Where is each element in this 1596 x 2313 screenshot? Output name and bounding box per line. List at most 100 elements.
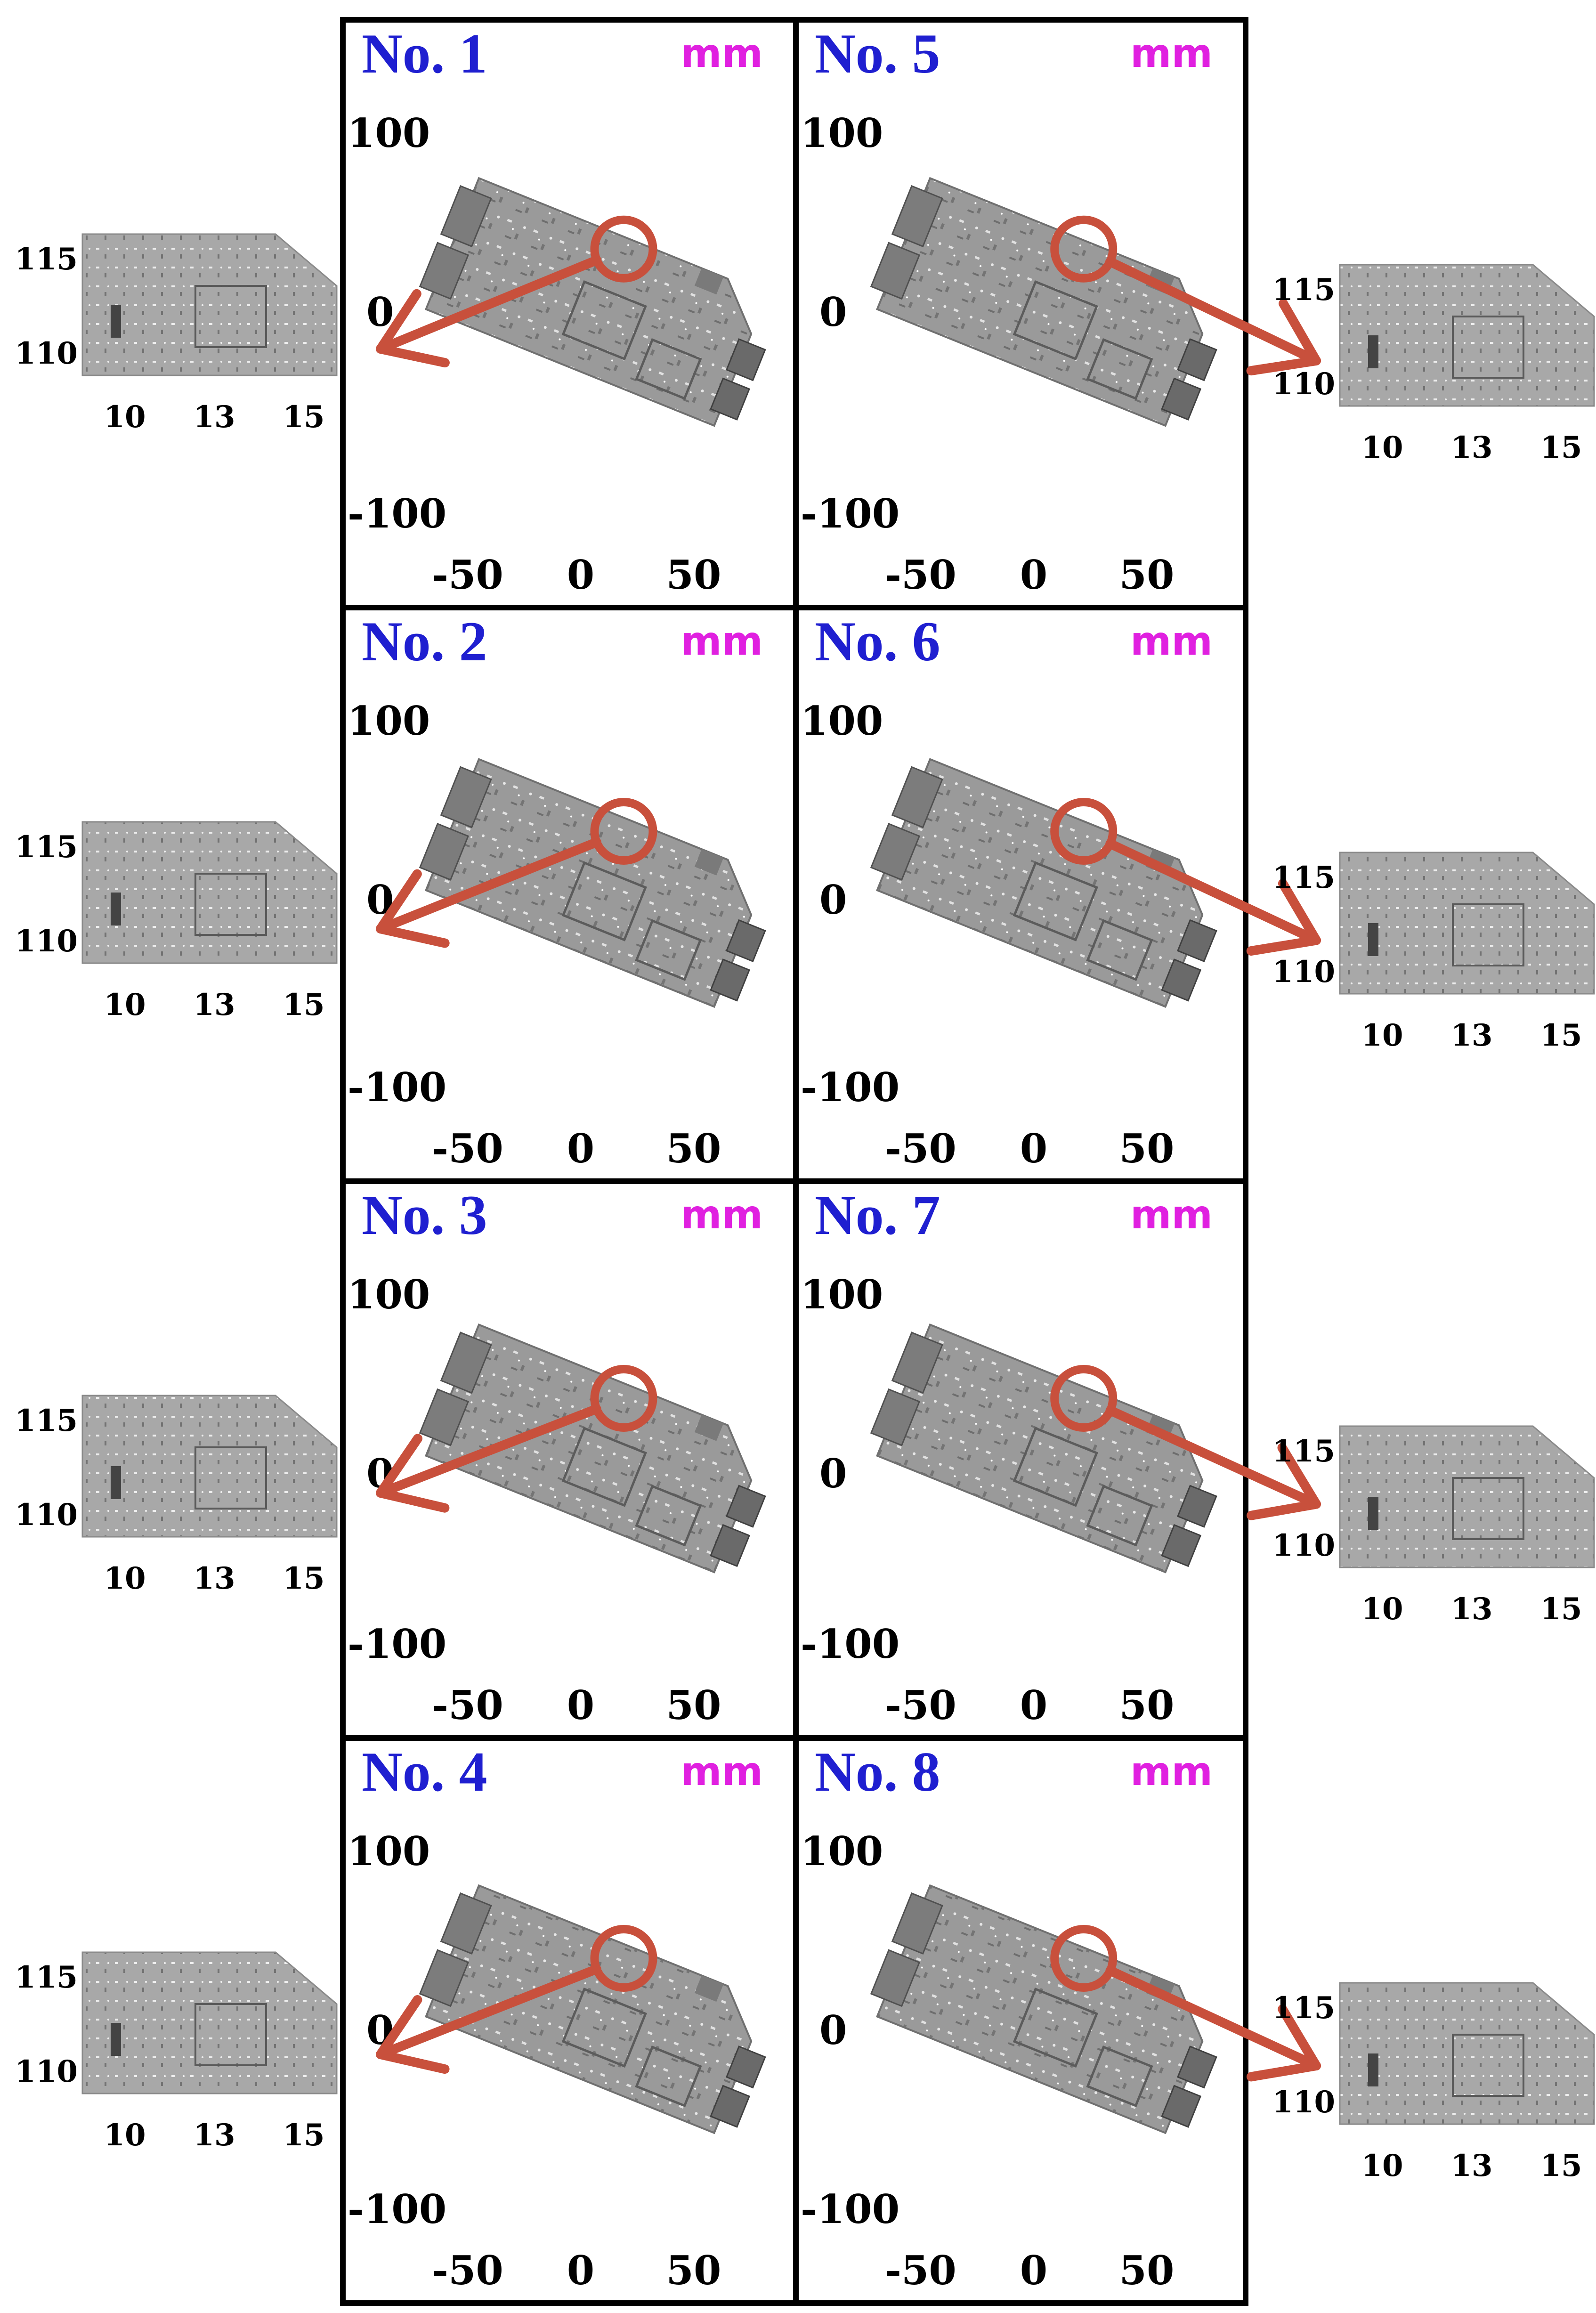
y-tick-label: 100 (801, 110, 883, 156)
y-tick-label: -100 (801, 1064, 899, 1111)
connector (1161, 1524, 1202, 1567)
x-tick-label: -50 (885, 552, 956, 598)
inset-x-tick-label: 10 (104, 399, 146, 435)
inset-y-tick-label: 115 (15, 829, 78, 865)
pcb-board (419, 1323, 766, 1574)
arrow-head (1246, 878, 1321, 956)
inset-chip (1452, 316, 1524, 379)
arrow-head (1246, 2004, 1321, 2082)
y-tick-label: 0 (819, 1450, 847, 1497)
inset-x-tick-label: 10 (1361, 1591, 1403, 1627)
inset-chip (194, 1446, 267, 1510)
scan-start-circle (590, 215, 657, 283)
usb-port (419, 242, 470, 300)
inset-x-tick-label: 13 (193, 987, 235, 1023)
zoom-inset-1: 115 110 10 13 15 (15, 233, 338, 435)
x-tick-label: 0 (1020, 552, 1047, 598)
y-tick-label: -100 (801, 490, 899, 537)
inset-board-image (1339, 264, 1595, 407)
inset-y-tick-label: 115 (1272, 1990, 1335, 2026)
connector (725, 2045, 766, 2089)
inset-x-tick-label: 10 (1361, 2148, 1403, 2183)
x-tick-label: -50 (885, 1682, 956, 1729)
y-tick-label: 0 (819, 289, 847, 335)
unit-label: mm (1130, 1748, 1213, 1794)
usb-port (891, 1892, 943, 1955)
inset-board-image (81, 1951, 338, 2094)
panel-8: No. 8 mm 100 0 -100 -50 0 50 (793, 1735, 1321, 2306)
y-tick-label: -100 (348, 1621, 446, 1667)
inset-x-tick-label: 10 (104, 1561, 146, 1596)
usb-port (870, 242, 921, 300)
inset-component (111, 2023, 121, 2056)
connector (710, 958, 751, 1002)
zoom-inset-7: 115 110 10 13 15 (1272, 1425, 1595, 1627)
inset-y-tick-label: 115 (15, 1960, 78, 1995)
scan-start-circle (1050, 1925, 1118, 1992)
connector (725, 919, 766, 963)
panel-title: No. 4 (362, 1740, 487, 1803)
pcb-board (870, 758, 1217, 1008)
connector (1177, 338, 1217, 381)
usb-port (870, 823, 921, 881)
y-tick-label: 100 (801, 698, 883, 744)
panel-title: No. 7 (815, 1184, 940, 1246)
inset-x-tick-label: 15 (1540, 2148, 1582, 2183)
inset-component (111, 305, 121, 338)
inset-x-tick-label: 15 (283, 987, 324, 1023)
inset-chip (1452, 1477, 1524, 1540)
scan-start-circle (590, 1925, 657, 1992)
chip (1013, 1427, 1099, 1507)
inset-x-tick-label: 10 (1361, 430, 1403, 465)
chip (635, 2045, 702, 2108)
inset-x-tick-label: 13 (193, 399, 235, 435)
inset-chip (194, 285, 267, 348)
x-tick-label: -50 (432, 1682, 503, 1729)
inset-x-tick-label: 15 (283, 399, 324, 435)
connector (725, 1485, 766, 1528)
scan-start-circle (590, 1364, 657, 1432)
x-tick-label: 50 (666, 2247, 721, 2294)
pcb-board (870, 1323, 1217, 1574)
y-tick-label: 0 (819, 2007, 847, 2053)
connector (1161, 377, 1202, 421)
connector (1177, 919, 1217, 963)
panel-5: No. 5 mm 100 0 -100 -50 0 50 (793, 17, 1321, 610)
usb-port (419, 1388, 470, 1446)
chip (1086, 919, 1153, 981)
scan-direction-arrow (1105, 1405, 1321, 1509)
arrow-head (1247, 1443, 1321, 1520)
inset-x-tick-label: 10 (104, 2118, 146, 2153)
panel-6: No. 6 mm 100 0 -100 -50 0 50 (793, 605, 1321, 1184)
pin-header (694, 1414, 724, 1441)
connector (710, 377, 751, 421)
scan-direction-arrow (376, 255, 602, 354)
connector (725, 338, 766, 381)
y-tick-label: -100 (348, 490, 446, 537)
x-tick-label: 0 (1020, 2247, 1047, 2294)
unit-label: mm (1130, 1192, 1213, 1238)
scan-start-circle (1050, 1364, 1118, 1432)
zoom-inset-4: 115 110 10 13 15 (15, 1951, 338, 2153)
inset-y-tick-label: 110 (15, 1497, 78, 1533)
usb-port (870, 1388, 921, 1446)
x-tick-label: -50 (432, 552, 503, 598)
inset-component (1368, 2053, 1378, 2086)
arrow-head (1246, 299, 1321, 376)
x-tick-label: 0 (567, 1125, 594, 1172)
inset-y-tick-label: 115 (15, 1403, 78, 1438)
panel-title: No. 3 (362, 1184, 487, 1246)
y-tick-label: 100 (801, 1828, 883, 1875)
inset-component (1368, 1497, 1378, 1530)
inset-board-image (81, 821, 338, 964)
y-tick-label: 100 (348, 1828, 430, 1875)
inset-x-tick-label: 15 (283, 2118, 324, 2153)
inset-y-tick-label: 110 (15, 336, 78, 371)
connector (1177, 2045, 1217, 2089)
inset-x-tick-label: 13 (193, 2118, 235, 2153)
pin-header (694, 849, 724, 876)
inset-board-image (1339, 1982, 1595, 2125)
arrow-head (376, 289, 450, 368)
panel-title: No. 8 (815, 1740, 940, 1803)
